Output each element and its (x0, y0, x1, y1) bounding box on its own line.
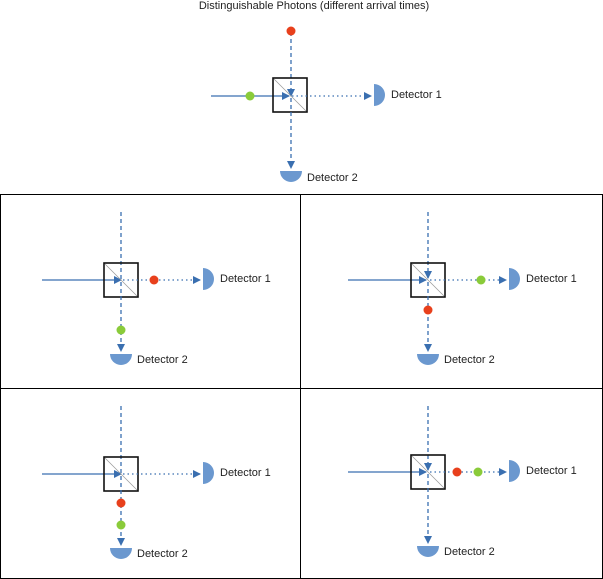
detector-1-icon (509, 268, 520, 290)
detector-1-icon (203, 462, 214, 484)
beamsplitter-diagonal (273, 78, 307, 112)
detector-1-icon (203, 268, 214, 290)
detector-2-icon (110, 354, 132, 365)
detector-2-label: Detector 2 (444, 546, 495, 558)
detector-2-icon (417, 546, 439, 557)
beamsplitter-diagonal (104, 263, 138, 297)
photon-red (423, 305, 433, 315)
setup-panel-top-left: Detector 1 Detector 2 (42, 212, 271, 366)
photon-green (116, 325, 126, 335)
photon-red (286, 26, 296, 36)
detector-1-label: Detector 1 (391, 89, 442, 101)
beamsplitter-diagonal (411, 263, 445, 297)
photon-red (452, 467, 462, 477)
detector-1-icon (374, 84, 385, 106)
photon-green (473, 467, 483, 477)
photon-green (116, 520, 126, 530)
photon-red (149, 275, 159, 285)
detector-2-label: Detector 2 (137, 548, 188, 560)
setup-panel-top-right: Detector 1 Detector 2 (348, 212, 577, 366)
setup-panel-bottom-left: Detector 1 Detector 2 (42, 406, 271, 560)
detector-2-icon (110, 548, 132, 559)
detector-1-label: Detector 1 (220, 273, 271, 285)
beamsplitter-diagonal (104, 457, 138, 491)
detector-1-label: Detector 1 (526, 465, 577, 477)
detector-2-icon (280, 171, 302, 182)
detector-1-icon (509, 460, 520, 482)
detector-2-label: Detector 2 (137, 354, 188, 366)
detector-2-label: Detector 2 (307, 172, 358, 184)
beamsplitter-diagonal (411, 455, 445, 489)
photon-red (116, 498, 126, 508)
beamsplitter (272, 77, 308, 113)
detector-2-icon (417, 354, 439, 365)
detector-1-label: Detector 1 (220, 467, 271, 479)
setup-top: Detector 1 Detector 2 (211, 26, 442, 184)
photon-green (476, 275, 486, 285)
setup-panel-bottom-right: Detector 1 Detector 2 (348, 406, 577, 558)
diagram-title: Distinguishable Photons (different arriv… (199, 0, 429, 12)
detector-1-label: Detector 1 (526, 273, 577, 285)
panel-frames (0, 194, 603, 579)
photon-green (245, 91, 255, 101)
detector-2-label: Detector 2 (444, 354, 495, 366)
